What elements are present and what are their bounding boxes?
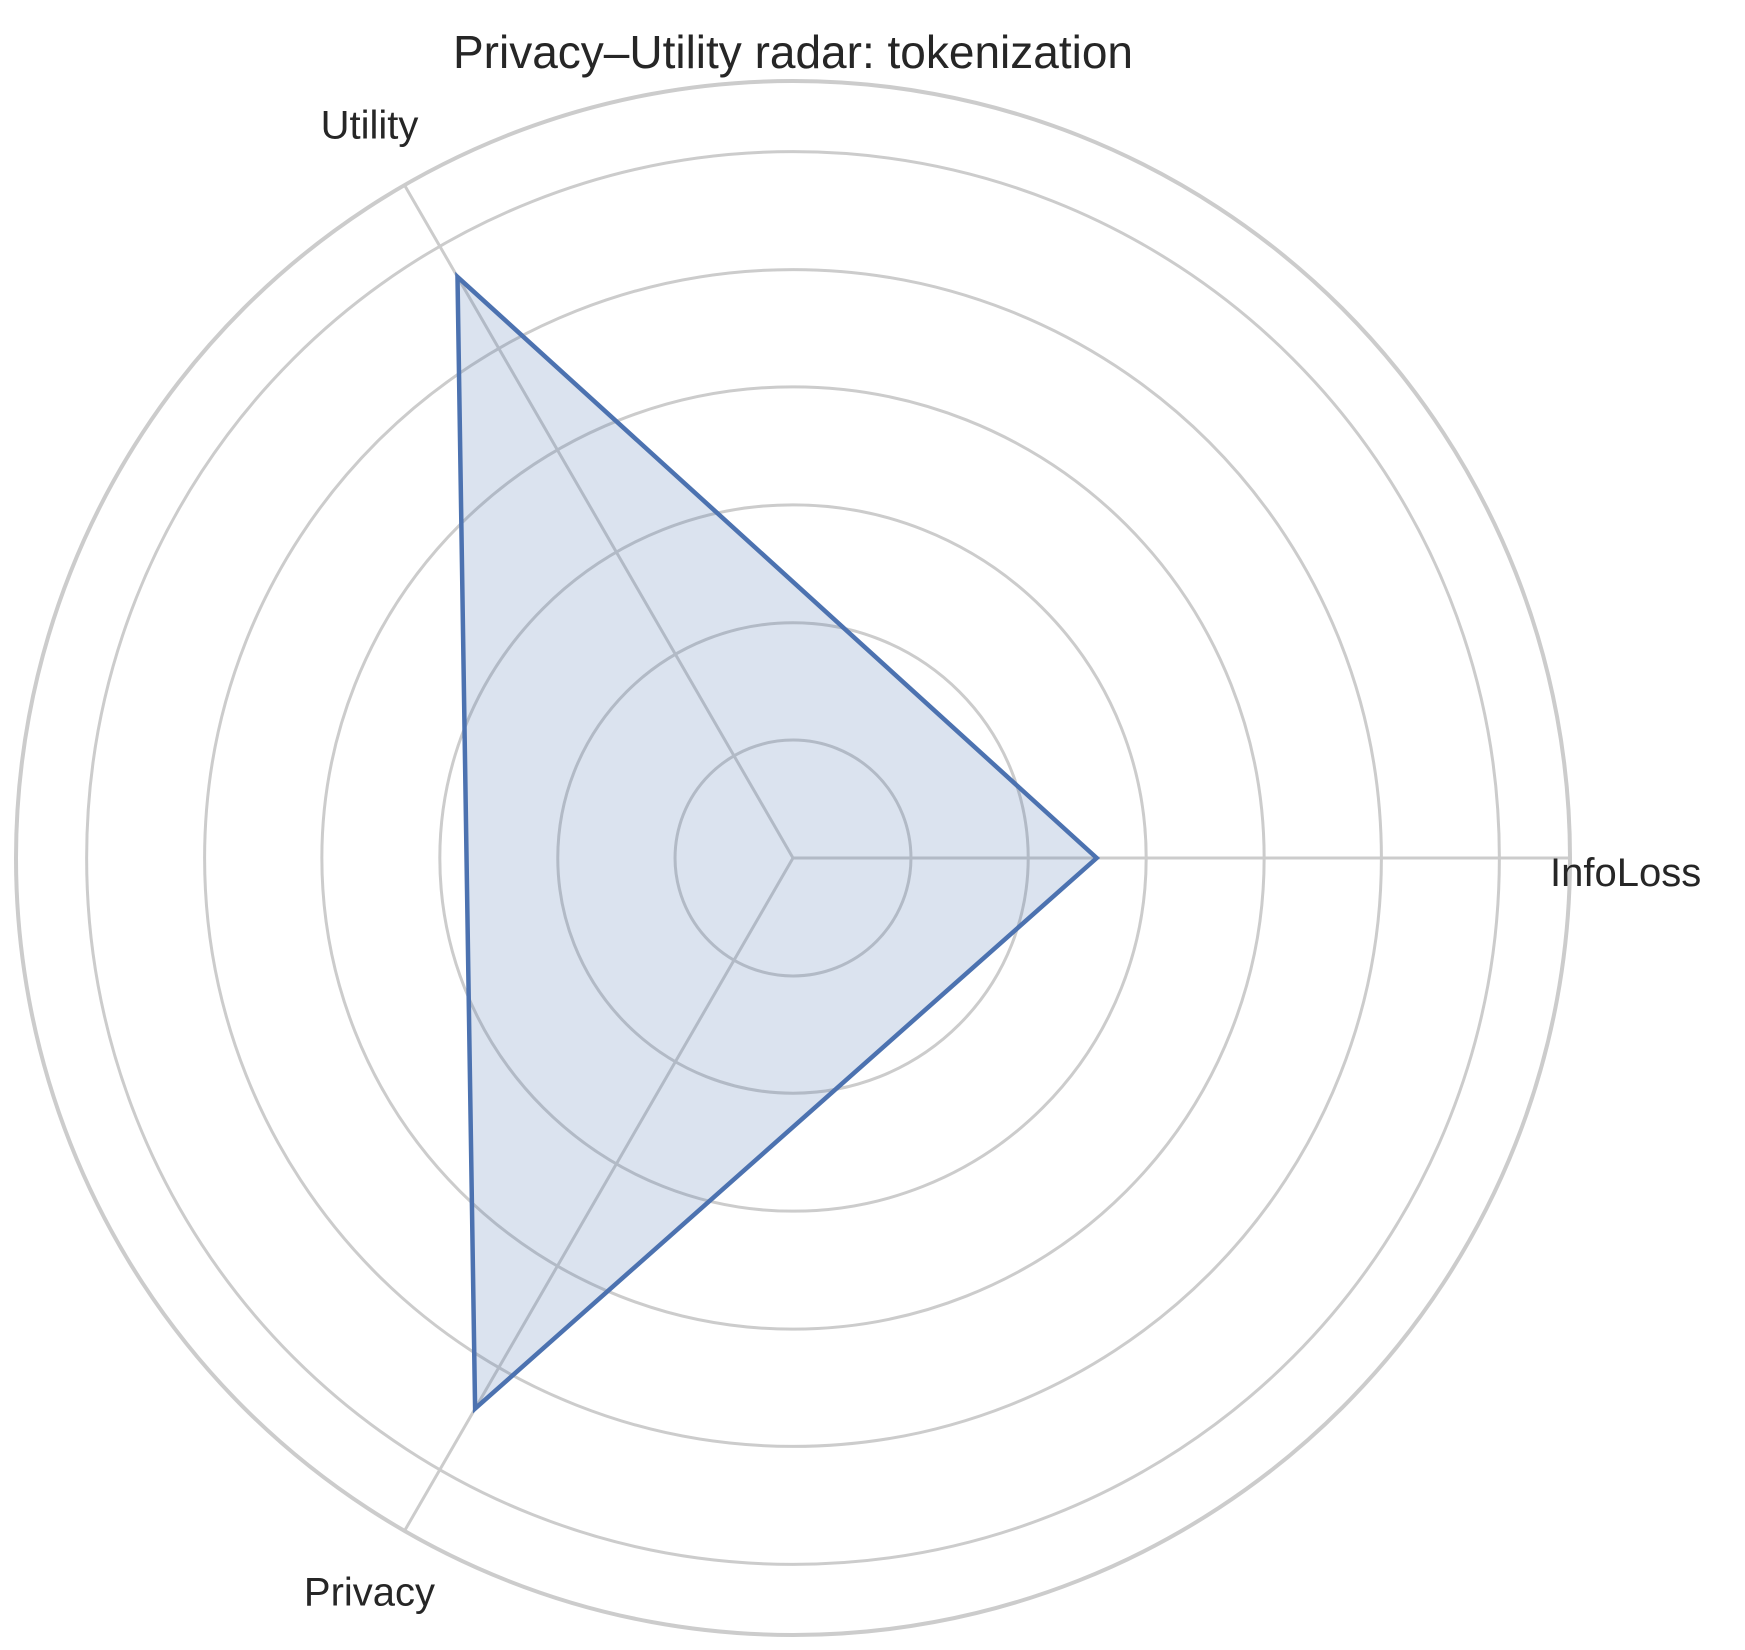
axis-label-utility: Utility	[321, 103, 419, 147]
radar-series	[457, 277, 1096, 1409]
chart-title: Privacy–Utility radar: tokenization	[453, 26, 1133, 78]
series-area	[458, 277, 1097, 1409]
axis-label-privacy: Privacy	[304, 1571, 435, 1615]
axis-label-infoloss: InfoLoss	[1550, 851, 1701, 895]
